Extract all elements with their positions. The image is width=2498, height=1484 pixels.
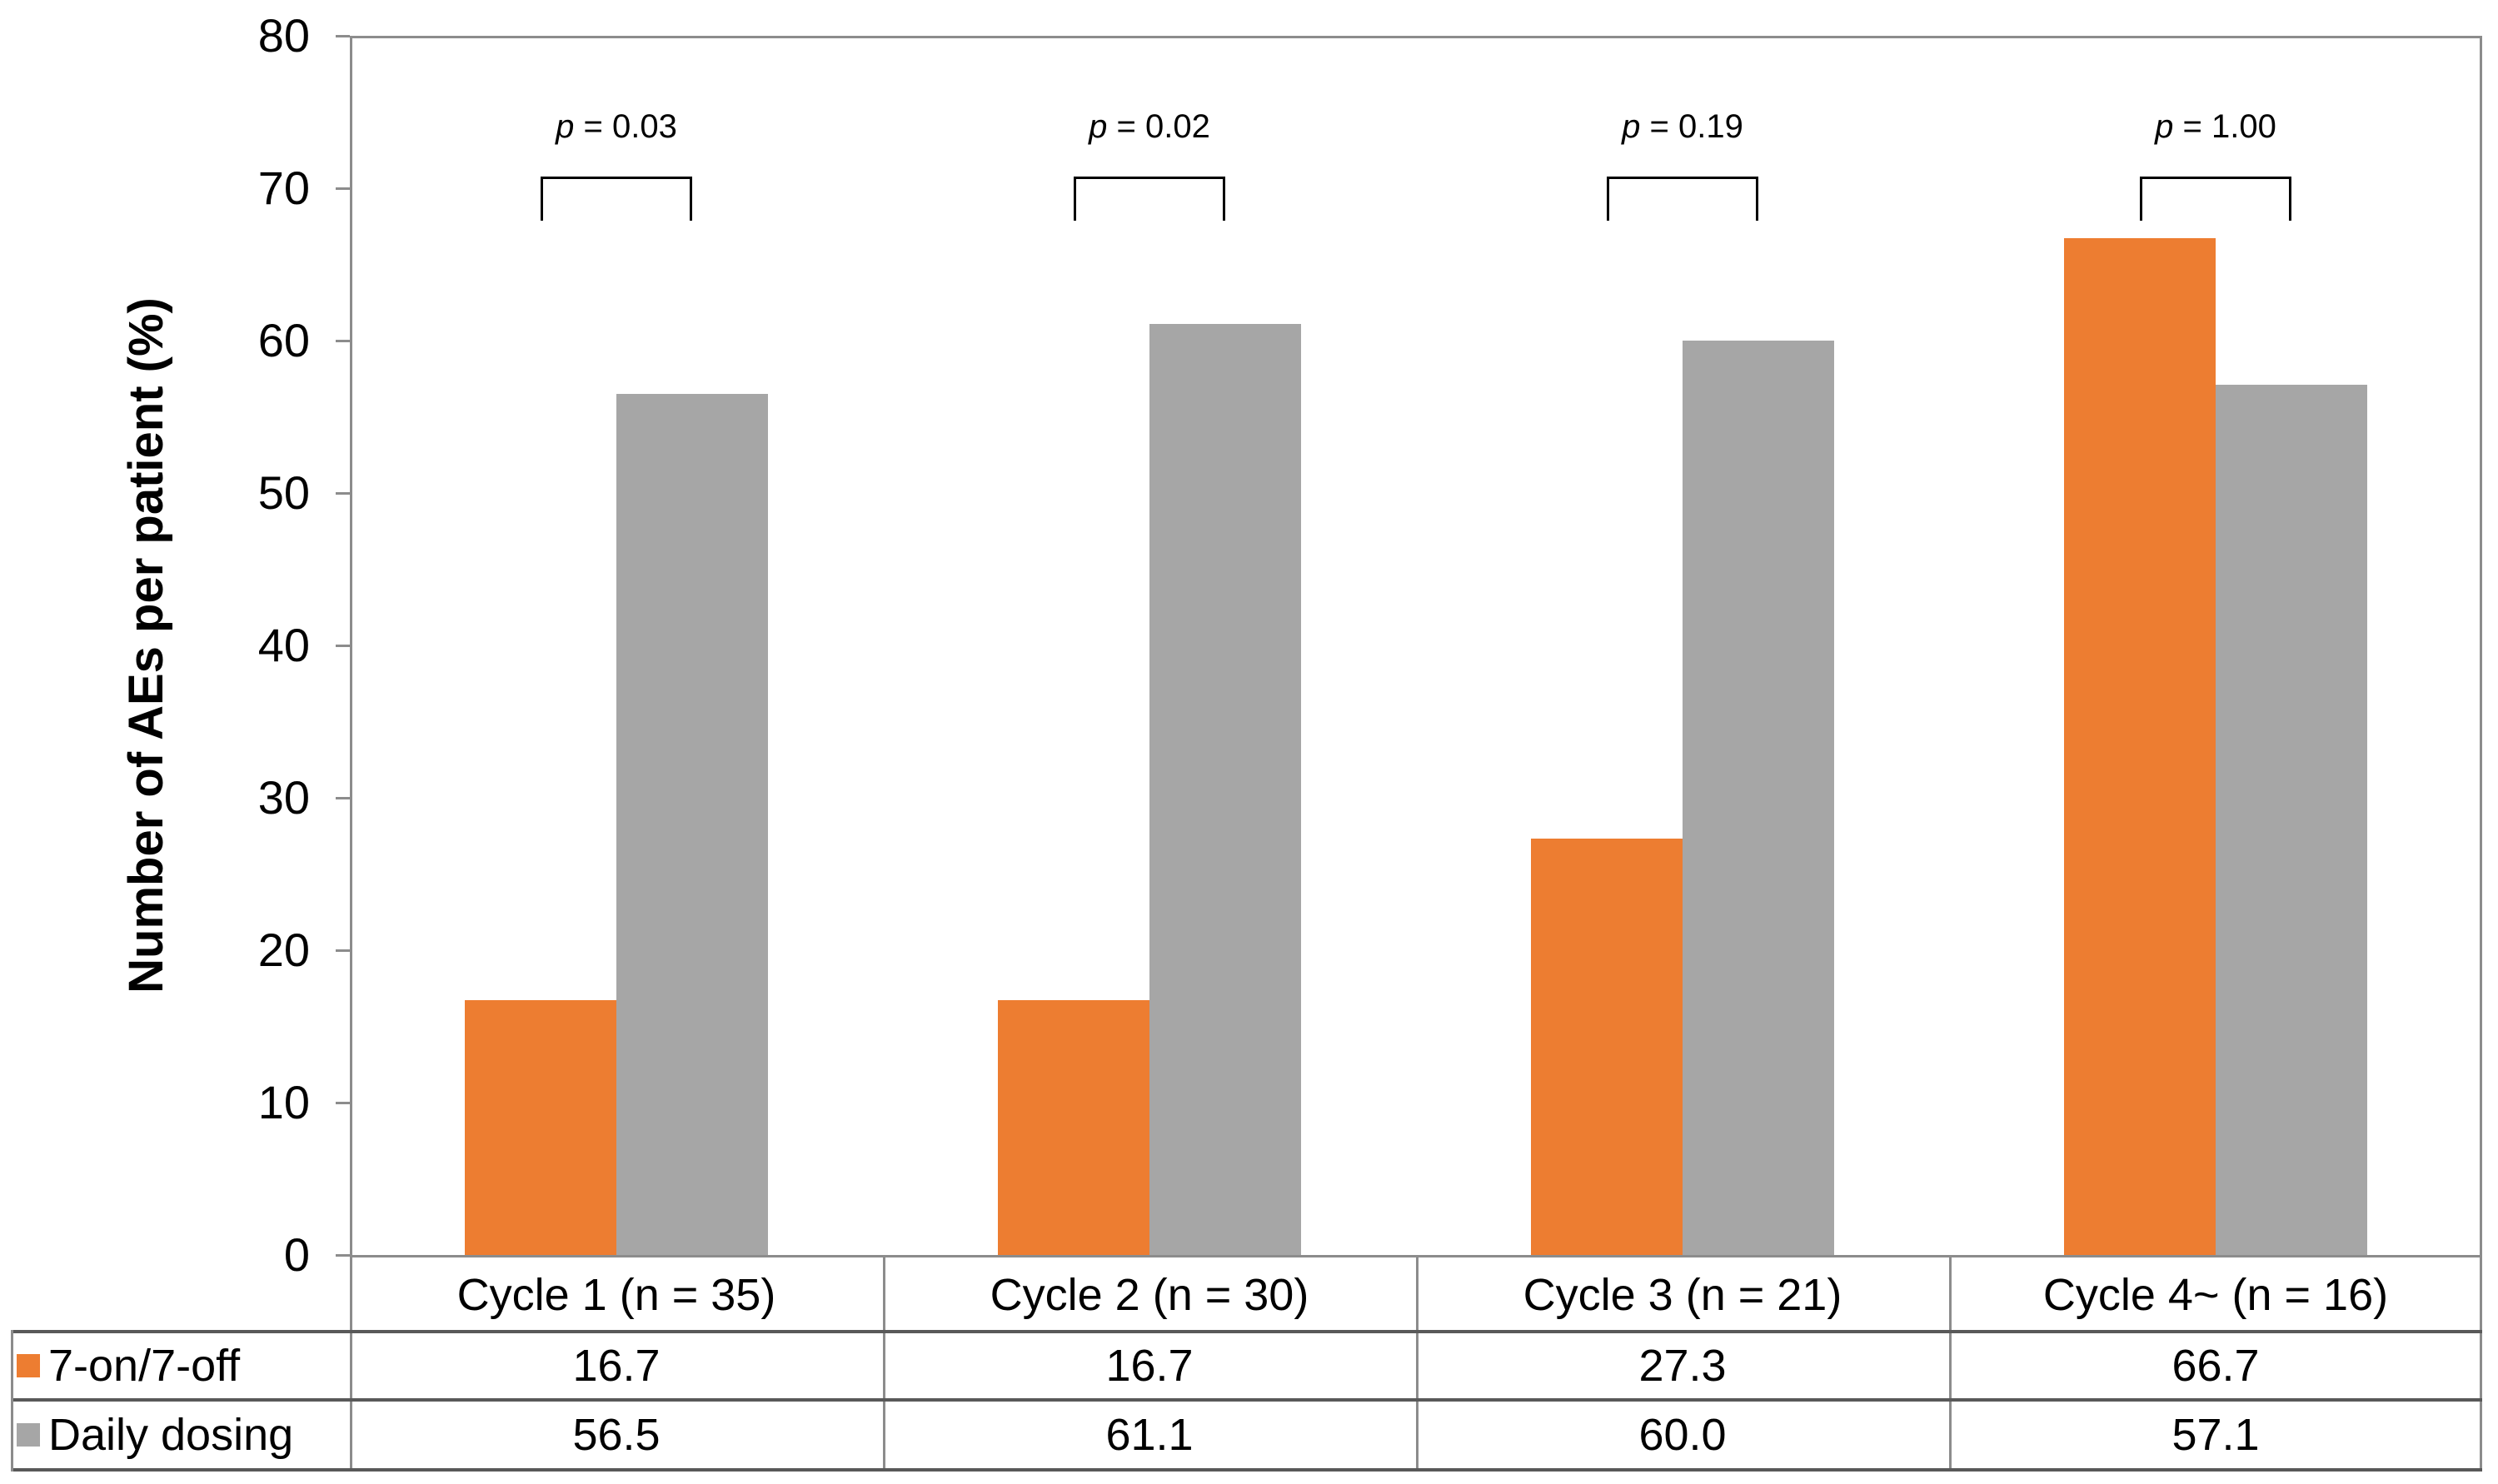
y-axis-tick-label: 40: [257, 619, 310, 671]
p-value-label: p = 1.00: [2155, 108, 2276, 145]
table-border-left: [11, 1330, 13, 1472]
significance-bracket: [1074, 177, 1225, 221]
p-italic-var: p: [1622, 108, 1641, 145]
table-cell: 56.5: [572, 1410, 661, 1460]
bar-7-on-7-off: [998, 1000, 1149, 1255]
legend-label: Daily dosing: [48, 1410, 294, 1460]
bar-daily-dosing: [2216, 385, 2367, 1255]
y-axis-tick: [336, 187, 350, 190]
y-axis-tick: [336, 35, 350, 37]
y-axis-tick: [336, 340, 350, 342]
bar-7-on-7-off: [1531, 839, 1683, 1255]
y-axis-tick-label: 30: [257, 771, 310, 824]
table-header-cell: Cycle 1 (n = 35): [456, 1270, 776, 1320]
y-axis-tick-label: 70: [257, 162, 310, 214]
table-cell: 61.1: [1105, 1410, 1194, 1460]
table-cell: 16.7: [572, 1341, 661, 1391]
y-axis-tick: [336, 1102, 350, 1104]
p-value-label: p = 0.02: [1089, 108, 1210, 145]
bar-daily-dosing: [1683, 341, 1834, 1255]
y-axis-tick: [336, 797, 350, 799]
table-cell: 16.7: [1105, 1341, 1194, 1391]
plot-border-right: [2480, 36, 2482, 1472]
table-border-row: [11, 1468, 2482, 1472]
y-axis-tick-label: 50: [257, 466, 310, 519]
table-column-separator: [883, 1257, 885, 1472]
significance-bracket: [1607, 177, 1758, 221]
y-axis-tick-label: 80: [257, 9, 310, 62]
significance-bracket: [541, 177, 692, 221]
legend-label: 7-on/7-off: [48, 1341, 241, 1391]
table-column-separator: [1949, 1257, 1952, 1472]
table-border-row: [11, 1398, 2482, 1402]
y-axis-tick: [336, 492, 350, 495]
bar-7-on-7-off: [465, 1000, 616, 1255]
significance-bracket: [2140, 177, 2291, 221]
table-cell: 66.7: [2171, 1341, 2260, 1391]
y-axis-tick: [336, 645, 350, 647]
p-italic-var: p: [2155, 108, 2174, 145]
y-axis-tick: [336, 949, 350, 952]
table-cell: 57.1: [2171, 1410, 2260, 1460]
p-value-label: p = 0.19: [1622, 108, 1743, 145]
table-column-separator: [1416, 1257, 1419, 1472]
plot-area: p = 0.03 p = 0.02 p = 0.19 p = 1.00: [350, 36, 2482, 1255]
legend-swatch-7-on-7-off: [17, 1354, 40, 1377]
bar-daily-dosing: [1149, 324, 1301, 1255]
legend-swatch-daily-dosing: [17, 1423, 40, 1447]
table-cell: 60.0: [1638, 1410, 1727, 1460]
y-axis-tick-label: 20: [257, 924, 310, 976]
y-axis-tick-label: 60: [257, 314, 310, 366]
y-axis-tick-label: 10: [257, 1076, 310, 1128]
plot-border-top: [350, 36, 2482, 38]
p-value-label: p = 0.03: [556, 108, 677, 145]
x-axis-line: [350, 1255, 2482, 1257]
table-header-cell: Cycle 3 (n = 21): [1523, 1270, 1842, 1320]
table-border-row: [11, 1330, 2482, 1333]
p-italic-var: p: [556, 108, 575, 145]
bar-7-on-7-off: [2064, 238, 2216, 1255]
table-header-cell: Cycle 4~ (n = 16): [2042, 1270, 2389, 1320]
table-cell: 27.3: [1638, 1341, 1727, 1391]
y-axis-tick-label: 0: [283, 1228, 310, 1281]
table-header-cell: Cycle 2 (n = 30): [990, 1270, 1309, 1320]
bar-daily-dosing: [616, 394, 768, 1255]
p-italic-var: p: [1089, 108, 1108, 145]
y-axis-tick: [336, 1254, 350, 1257]
y-axis-line: [350, 36, 352, 1472]
